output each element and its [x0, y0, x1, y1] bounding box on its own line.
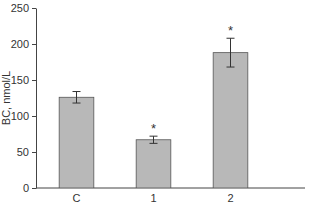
annotation: *	[228, 23, 233, 38]
y-tick-label: 200	[11, 38, 29, 50]
error-cap	[150, 143, 158, 144]
y-tick: 200	[11, 38, 36, 50]
y-tick-label: 0	[23, 182, 29, 194]
x-tick: 1	[150, 192, 156, 204]
error-bar	[73, 92, 81, 104]
bar	[136, 140, 171, 188]
y-axis-title: BC, nmol/L	[0, 71, 12, 125]
error-stem	[153, 136, 154, 143]
chart: 0 50 100 150 200 250 C 1 2 * * BC, nmol/L	[0, 0, 312, 212]
y-tick: 150	[11, 74, 36, 86]
error-stem	[230, 38, 231, 67]
y-tick-label: 100	[11, 110, 29, 122]
error-cap	[73, 91, 81, 92]
x-tick-label: C	[73, 192, 81, 204]
y-tick-label: 150	[11, 74, 29, 86]
error-bar	[150, 136, 158, 143]
y-tick-mark	[32, 152, 36, 153]
y-tick: 0	[23, 182, 36, 194]
x-axis: C 1 2	[36, 188, 305, 204]
y-tick-label: 250	[11, 2, 29, 14]
x-tick: 2	[227, 192, 233, 204]
y-tick-mark	[32, 8, 36, 9]
bar	[59, 97, 94, 188]
y-tick-mark	[32, 80, 36, 81]
x-tick-label: 1	[150, 192, 156, 204]
error-stem	[76, 92, 77, 104]
y-tick-mark	[32, 44, 36, 45]
bar	[213, 53, 248, 188]
y-tick-mark	[32, 116, 36, 117]
error-bar	[227, 38, 235, 67]
error-cap	[73, 103, 81, 104]
x-tick-label: 2	[227, 192, 233, 204]
y-tick: 50	[17, 146, 36, 158]
y-tick-mark	[32, 188, 36, 189]
y-tick: 250	[11, 2, 36, 14]
x-tick: C	[73, 192, 81, 204]
y-tick-label: 50	[17, 146, 29, 158]
annotation: *	[151, 121, 156, 136]
y-axis-line	[36, 9, 37, 189]
y-tick: 100	[11, 110, 36, 122]
plot-area	[59, 38, 248, 188]
y-axis: 0 50 100 150 200 250	[11, 2, 37, 194]
error-cap	[227, 67, 235, 68]
